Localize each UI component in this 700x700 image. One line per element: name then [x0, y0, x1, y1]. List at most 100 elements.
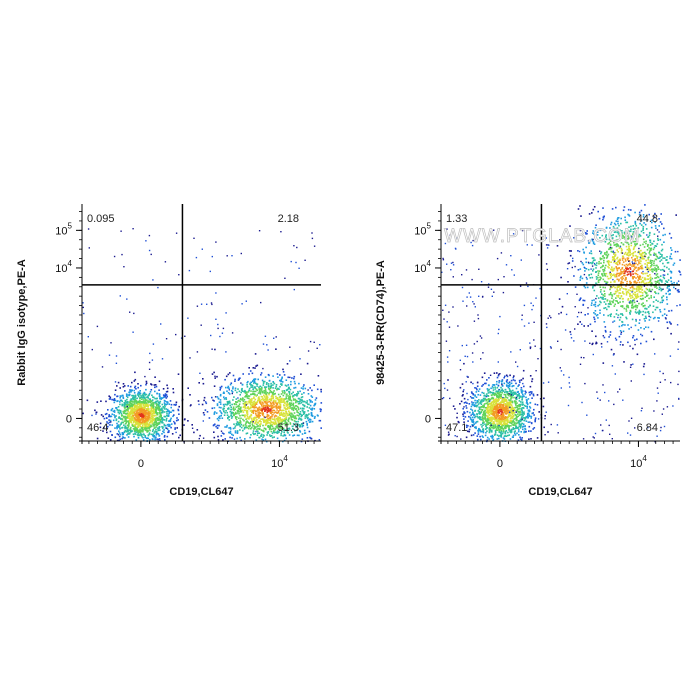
event-dot [650, 268, 653, 271]
event-dot [254, 409, 256, 412]
event-dot [267, 419, 269, 421]
event-dot [468, 430, 470, 433]
event-dot [510, 409, 513, 411]
event-dot [246, 384, 248, 386]
event-dot [148, 394, 150, 396]
event-dot [287, 432, 289, 434]
event-dot [618, 285, 621, 287]
event-dot [264, 390, 267, 392]
event-dot [491, 429, 493, 432]
event-dot [274, 428, 276, 431]
event-dot [474, 399, 476, 402]
event-dot [242, 429, 244, 432]
event-dot [653, 264, 655, 267]
event-dot [633, 301, 636, 304]
event-dot [261, 409, 263, 412]
event-dot [127, 433, 129, 435]
event-dot [155, 401, 157, 404]
event-dot [253, 379, 256, 381]
event-dot [668, 268, 670, 270]
event-dot [482, 414, 484, 416]
event-dot [486, 407, 488, 410]
event-dot [191, 424, 193, 426]
event-dot [126, 402, 129, 404]
event-dot [239, 377, 241, 379]
event-dot [497, 414, 499, 416]
event-dot [226, 400, 229, 403]
event-dot [230, 389, 233, 392]
event-dot [479, 412, 482, 414]
event-dot [251, 409, 253, 412]
event-dot [493, 415, 496, 418]
sparse-event [245, 404, 247, 406]
event-dot [487, 398, 490, 400]
event-dot [257, 392, 260, 394]
event-dot [246, 420, 248, 422]
event-dot [272, 393, 274, 395]
event-dot [273, 393, 276, 395]
event-dot [216, 418, 219, 420]
event-dot [162, 388, 165, 390]
event-dot [630, 282, 632, 284]
event-dot [264, 410, 266, 412]
event-dot [461, 383, 464, 385]
event-dot [288, 407, 291, 410]
quadrant-label-upper-right: 2.18 [278, 213, 299, 225]
event-dot [661, 281, 663, 283]
event-dot [610, 292, 612, 294]
event-dot [474, 409, 477, 412]
sparse-event [217, 323, 219, 326]
event-dot [121, 404, 123, 407]
event-dot [120, 395, 122, 398]
event-dot [493, 406, 495, 409]
event-dot [642, 215, 645, 218]
event-dot [234, 430, 237, 432]
event-dot [276, 437, 279, 440]
event-dot [261, 405, 263, 407]
event-dot [510, 404, 513, 406]
event-dot [480, 403, 483, 406]
event-dot [168, 430, 170, 432]
event-dot [512, 427, 515, 430]
event-dot [642, 310, 644, 313]
event-dot [293, 417, 296, 419]
event-dot [236, 391, 238, 394]
event-dot [252, 388, 254, 391]
event-dot [255, 388, 258, 390]
event-dot [119, 417, 121, 419]
event-dot [505, 380, 508, 382]
event-dot [239, 400, 241, 403]
event-dot [256, 401, 258, 404]
event-dot [644, 304, 646, 307]
event-dot [226, 411, 228, 414]
event-dot [619, 316, 622, 319]
event-dot [603, 301, 606, 303]
sparse-event [220, 430, 223, 432]
event-dot [517, 415, 520, 418]
event-dot [282, 413, 284, 416]
event-dot [532, 428, 534, 430]
event-dot [275, 431, 277, 433]
event-dot [288, 399, 291, 401]
event-dot [206, 411, 209, 413]
event-dot [144, 436, 146, 439]
event-dot [645, 326, 647, 328]
event-dot [248, 395, 251, 397]
event-dot [472, 419, 474, 422]
event-dot [579, 321, 581, 323]
event-dot [272, 421, 275, 424]
event-dot [136, 427, 138, 430]
event-dot [142, 399, 145, 401]
event-dot [295, 401, 297, 404]
event-dot [320, 427, 322, 429]
event-dot [309, 401, 312, 403]
event-dot [139, 402, 141, 404]
event-dot [510, 431, 513, 433]
event-dot [133, 407, 135, 410]
event-dot [283, 404, 285, 406]
event-dot [483, 399, 485, 401]
event-dot [488, 431, 491, 434]
event-dot [233, 423, 235, 425]
